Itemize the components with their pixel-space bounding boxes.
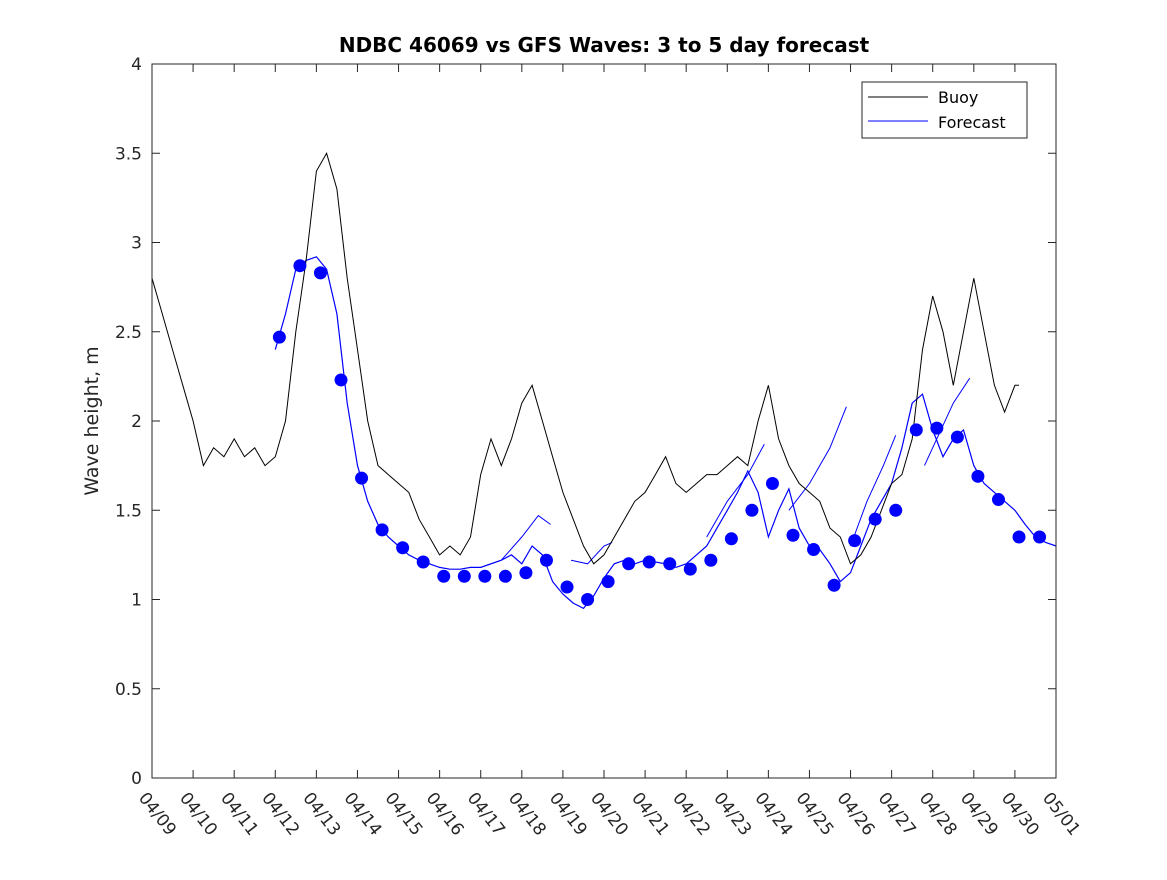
forecast-marker <box>745 503 759 517</box>
y-tick-label: 3 <box>131 234 142 254</box>
forecast-marker <box>601 575 615 589</box>
forecast-marker <box>827 578 841 592</box>
legend: Buoy Forecast <box>861 81 1028 139</box>
forecast-marker <box>909 423 923 437</box>
x-tick-label: 04/26 <box>833 789 879 840</box>
x-tick-label: 04/09 <box>134 789 180 840</box>
forecast-marker <box>704 553 718 567</box>
y-tick-label: 2.5 <box>115 323 142 343</box>
forecast-marker <box>375 523 389 537</box>
forecast-marker <box>313 266 327 280</box>
x-tick-label: 04/20 <box>586 789 632 840</box>
x-tick-label: 04/24 <box>750 789 796 840</box>
y-axis: 0 0.5 1 1.5 2 2.5 3 3.5 4 <box>115 55 1056 789</box>
forecast-marker <box>683 562 697 576</box>
x-tick-label: 04/29 <box>956 789 1002 840</box>
x-tick-label: 04/18 <box>504 789 550 840</box>
forecast-marker <box>293 259 307 273</box>
forecast-marker <box>539 553 553 567</box>
plot-area-background <box>152 64 1056 778</box>
x-tick-label: 04/21 <box>627 789 673 840</box>
forecast-marker <box>807 543 821 557</box>
y-tick-label: 0.5 <box>115 680 142 700</box>
y-tick-label: 1.5 <box>115 501 142 521</box>
forecast-run-line <box>706 443 765 538</box>
forecast-run-line <box>850 435 897 547</box>
forecast-marker <box>396 541 410 555</box>
forecast-marker <box>889 503 903 517</box>
forecast-marker <box>581 593 595 606</box>
x-tick-label: 04/28 <box>915 789 961 840</box>
forecast-marker <box>560 580 574 594</box>
y-tick-label: 1 <box>131 591 142 611</box>
forecast-marker <box>971 469 985 483</box>
forecast-marker <box>437 569 451 583</box>
x-tick-label: 04/27 <box>874 789 920 840</box>
forecast-marker <box>478 569 492 583</box>
forecast-marker <box>642 555 656 569</box>
x-tick-label: 04/12 <box>257 789 303 840</box>
forecast-marker <box>991 493 1005 507</box>
x-tick-label: 04/14 <box>340 789 386 840</box>
forecast-marker <box>724 532 738 546</box>
y-tick-label: 4 <box>131 55 142 75</box>
x-tick-label: 04/19 <box>545 789 591 840</box>
forecast-marker <box>622 557 636 571</box>
x-tick-label: 04/23 <box>709 789 755 840</box>
x-tick-label: 04/17 <box>463 789 509 840</box>
forecast-marker <box>334 373 348 387</box>
legend-box <box>861 81 1028 139</box>
x-tick-label: 04/25 <box>792 789 838 840</box>
forecast-marker <box>457 569 471 583</box>
x-tick-label: 04/10 <box>175 789 221 840</box>
forecast-marker <box>519 566 533 580</box>
legend-forecast-label: Forecast <box>938 113 1006 132</box>
x-tick-label: 04/15 <box>381 789 427 840</box>
forecast-marker <box>786 528 800 542</box>
y-axis-label: Wave height, m <box>81 346 103 495</box>
y-tick-label: 3.5 <box>115 144 142 164</box>
y-tick-label: 0 <box>131 769 142 789</box>
forecast-run-line <box>924 377 971 466</box>
x-tick-label: 05/01 <box>1038 789 1084 840</box>
x-tick-label: 04/16 <box>422 789 468 840</box>
forecast-marker <box>848 534 862 548</box>
x-tick-label: 04/22 <box>668 789 714 840</box>
forecast-marker <box>1012 530 1026 544</box>
forecast-marker <box>416 555 430 569</box>
forecast-marker <box>272 330 286 344</box>
forecast-marker <box>355 471 369 485</box>
x-tick-label: 04/11 <box>216 789 262 840</box>
legend-buoy-label: Buoy <box>938 88 978 107</box>
forecast-marker <box>930 421 944 435</box>
x-tick-label: 04/13 <box>298 789 344 840</box>
x-tick-label: 04/30 <box>997 789 1043 840</box>
forecast-marker <box>498 569 512 583</box>
forecast-marker <box>765 476 779 490</box>
forecast-marker <box>1033 530 1047 544</box>
forecast-marker <box>663 557 677 571</box>
forecast-marker <box>868 512 882 526</box>
forecast-run-line <box>570 541 613 565</box>
data-layer <box>151 152 1057 610</box>
forecast-run-line <box>788 406 847 511</box>
forecast-marker <box>950 430 964 444</box>
y-tick-label: 2 <box>131 412 142 432</box>
chart-title: NDBC 46069 vs GFS Waves: 3 to 5 day fore… <box>339 33 870 57</box>
